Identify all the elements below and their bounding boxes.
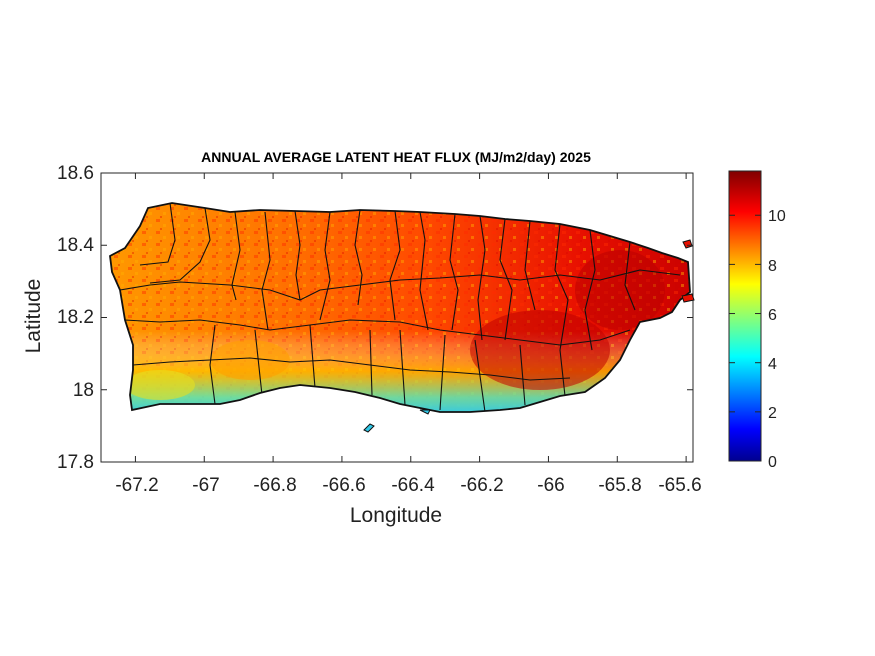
x-axis: -67.2 -67 -66.8 -66.6 -66.4 -66.2 -66 -6… — [115, 173, 702, 496]
y-tick-label: 18.6 — [57, 163, 94, 184]
colorbar: 0 2 4 6 8 10 — [728, 170, 786, 471]
x-axis-label: Longitude — [350, 504, 442, 527]
municipality-boundaries — [119, 203, 681, 412]
chart-title: ANNUAL AVERAGE LATENT HEAT FLUX (MJ/m2/d… — [201, 149, 591, 165]
islets — [363, 239, 695, 433]
x-tick-label: -66.2 — [460, 475, 503, 496]
y-tick-label: 18 — [73, 380, 94, 401]
x-tick-label: -65.6 — [658, 475, 701, 496]
y-tick-label: 18.2 — [57, 307, 94, 328]
x-tick-label: -67.2 — [115, 475, 158, 496]
colorbar-tick-label: 0 — [768, 454, 777, 471]
y-tick-label: 18.4 — [57, 235, 94, 256]
colorbar-tick-label: 8 — [768, 258, 777, 275]
x-tick-label: -66.6 — [322, 475, 365, 496]
colorbar-tick-label: 2 — [768, 405, 777, 422]
y-axis: 17.8 18 18.2 18.4 18.6 — [57, 163, 693, 473]
colorbar-tick-label: 10 — [768, 208, 786, 225]
y-tick-label: 17.8 — [57, 452, 94, 473]
heat-map-island — [109, 202, 691, 413]
y-axis-label: Latitude — [22, 279, 45, 354]
x-tick-label: -66 — [537, 475, 564, 496]
x-tick-label: -66.8 — [253, 475, 296, 496]
colorbar-gradient — [728, 170, 762, 462]
x-tick-label: -66.4 — [391, 475, 435, 496]
colorbar-tick-label: 6 — [768, 307, 777, 324]
x-tick-label: -67 — [192, 475, 219, 496]
colorbar-tick-label: 4 — [768, 356, 777, 373]
x-tick-label: -65.8 — [598, 475, 641, 496]
